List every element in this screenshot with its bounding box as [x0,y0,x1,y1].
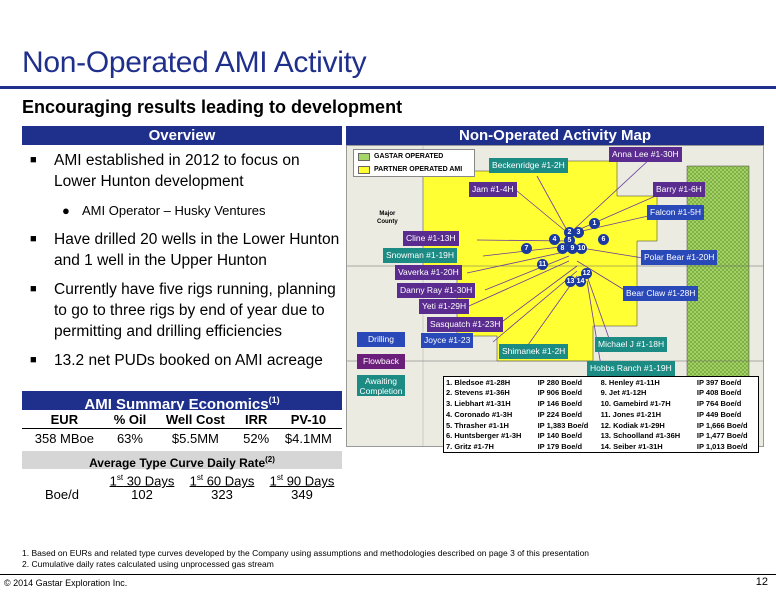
well-marker: 10 [576,243,587,254]
footnote-2: 2. Cumulative daily rates calculated usi… [22,559,274,569]
table-row: 6. Huntsberger #1-3H IP 140 Boe/d 13. Scho… [446,431,748,441]
table-row: 1. Bledsoe #1-28H IP 280 Boe/d 8. Henley #… [446,377,742,387]
map-heading: Non-Operated Activity Map [346,126,764,145]
well-marker: 9 [567,243,578,254]
well-label-yeti: Yeti #1-29H [419,299,470,314]
dot-icon: ● [62,203,70,218]
footer-divider [0,574,776,575]
legend-partner: PARTNER OPERATED AMI [354,163,474,176]
well-marker: 3 [573,227,584,238]
well-label-vaverka: Vaverka #1-20H [395,265,462,280]
col-60-days: 1st 60 Days [189,473,255,489]
page-title: Non-Operated AMI Activity [22,46,367,79]
well-label-falcon: Falcon #1-5H [647,205,705,220]
well-label-cline: Cline #1-13H [403,231,459,246]
map-legend: GASTAR OPERATED PARTNER OPERATED AMI [353,149,475,177]
bullet-icon: ■ [30,354,37,366]
well-marker: 14 [575,276,586,287]
well-label-hobbs-ranch: Hobbs Ranch #1-19H [587,361,675,376]
status-drilling: Drilling [357,332,405,347]
val-pv10: $4.1MM [284,431,332,446]
well-label-shimanek: Shimanek #1-2H [499,344,569,359]
wells-ip-table: 1. Bledsoe #1-28H IP 280 Boe/d 8. Henley #… [443,376,759,453]
well-label-barry: Barry #1-6H [653,182,705,197]
overview-bullets: ■ AMI established in 2012 to focus on Low… [30,150,340,379]
col-90-days: 1st 90 Days [269,473,335,489]
footnote-1: 1. Based on EURs and related type curves… [22,548,590,558]
well-label-danny-ray: Danny Ray #1-30H [397,283,476,298]
bullet-item: ■ Currently have five rigs running, plann… [30,281,336,340]
bullet-icon: ■ [30,283,37,295]
summary-table: EUR % Oil Well Cost IRR PV-10 358 MBoe 6… [22,411,342,448]
table-row: 3. Liebhart #1-31H IP 146 Boe/d 10. Gamebi… [446,398,742,408]
well-marker: 5 [564,235,575,246]
bullet-icon: ■ [30,233,37,245]
county-label: Major County [377,211,398,225]
val-well-cost: $5.5MM [171,431,219,446]
type-curve-value-row: Boe/d 102 323 349 [22,486,342,503]
well-marker: 7 [521,243,532,254]
col-pv10: PV-10 [274,411,342,429]
copyright: © 2014 Gastar Exploration Inc. [4,578,128,588]
sub-bullet-item: ● AMI Operator – Husky Ventures [30,200,340,221]
bullet-icon: ■ [30,154,37,166]
page-subtitle: Encouraging results leading to developme… [22,97,403,117]
col-eur: EUR [22,411,107,429]
well-marker: 1 [589,218,600,229]
bullet-item: ■ Have drilled 20 wells in the Lower Hunt… [30,231,340,269]
val-eur: 358 MBoe [34,431,94,446]
col-irr: IRR [237,411,275,429]
well-marker: 12 [581,268,592,279]
well-marker: 8 [557,243,568,254]
val-irr: 52% [243,431,270,446]
legend-swatch-yellow [358,165,370,174]
val-90-days: 349 [291,487,313,502]
overview-heading: Overview [22,126,342,145]
well-marker: 6 [598,234,609,245]
well-marker: 11 [537,259,548,270]
well-label-snowman: Snowman #1-19H [383,248,458,263]
title-divider [0,86,776,89]
page-number: 12 [755,576,768,588]
table-row: 7. Gritz #1-7H IP 179 Boe/d 14. Seiber #1-… [446,441,748,451]
well-marker: 13 [565,276,576,287]
well-label-anna-lee: Anna Lee #1-30H [609,147,682,162]
well-label-joyce: Joyce #1-23 [421,333,474,348]
bullet-item: ■ 13.2 net PUDs booked on AMI acreage [30,352,323,369]
table-row: 4. Coronado #1-3H IP 224 Boe/d 11. Jones #… [446,409,742,419]
bullet-item: ■ AMI established in 2012 to focus on Low… [30,152,300,190]
legend-swatch-green [358,152,370,161]
row-label: Boe/d [45,487,79,502]
activity-map: GASTAR OPERATED PARTNER OPERATED AMI Maj… [346,145,764,447]
status-flowback: Flowback [357,354,405,369]
table-row: 2. Stevens #1-36H IP 906 Boe/d 9. Jet #1-1… [446,388,742,398]
type-curve-heading: Average Type Curve Daily Rate(2) [22,451,342,470]
well-marker: 4 [549,234,560,245]
well-label-beckenridge: Beckenridge #1-2H [489,158,568,173]
type-curve-header-row: 1st 30 Days 1st 60 Days 1st 90 Days [22,469,342,489]
col-well-cost: Well Cost [153,411,238,429]
well-label-polar-bear: Polar Bear #1-20H [641,250,718,265]
val-60-days: 323 [211,487,233,502]
well-label-michael-j: Michael J #1-18H [595,337,668,352]
status-awaiting-completion: Awaiting Completion [357,375,405,396]
val-30-days: 102 [131,487,153,502]
well-label-jam: Jam #1-4H [469,182,517,197]
col-oil: % Oil [106,411,154,429]
footnotes: 1. Based on EURs and related type curves… [22,548,589,570]
well-label-sasquatch: Sasquatch #1-23H [427,317,504,332]
well-marker: 2 [564,227,575,238]
type-curve-table: Average Type Curve Daily Rate(2) 1st 30 … [22,451,342,503]
table-row: 5. Thrasher #1-1H IP 1,383 Boe/d 12. Kodia… [446,420,748,430]
summary-heading: AMI Summary Economics(1) [22,391,342,413]
legend-gastar: GASTAR OPERATED [354,150,474,163]
val-oil: 63% [116,431,143,446]
well-label-bear-claw: Bear Claw #1-28H [623,286,699,301]
col-30-days: 1st 30 Days [109,473,175,489]
